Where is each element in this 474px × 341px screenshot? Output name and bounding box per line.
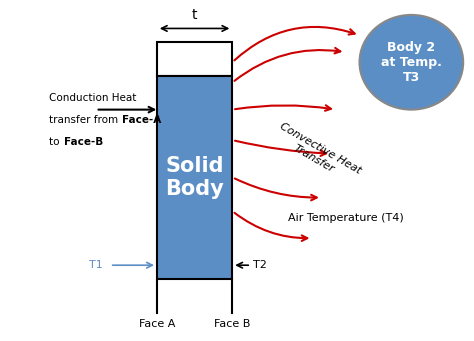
- Text: T2: T2: [254, 260, 267, 270]
- Text: Face-A: Face-A: [121, 115, 161, 125]
- Text: t: t: [192, 8, 197, 22]
- Text: Face A: Face A: [139, 319, 175, 329]
- Bar: [157, 76, 232, 279]
- Text: Air Temperature (T4): Air Temperature (T4): [288, 213, 403, 223]
- Text: Body 2
at Temp.
T3: Body 2 at Temp. T3: [381, 41, 442, 84]
- Text: Solid
Body: Solid Body: [165, 155, 224, 199]
- Bar: [157, 42, 232, 76]
- Text: transfer from: transfer from: [48, 115, 121, 125]
- Text: Face-B: Face-B: [64, 137, 103, 147]
- Ellipse shape: [359, 15, 463, 109]
- Text: T1: T1: [89, 260, 103, 270]
- Text: Convective Heat
Transfer: Convective Heat Transfer: [272, 121, 363, 186]
- Text: Face B: Face B: [214, 319, 250, 329]
- Text: Conduction Heat: Conduction Heat: [48, 93, 136, 103]
- Text: to: to: [48, 137, 62, 147]
